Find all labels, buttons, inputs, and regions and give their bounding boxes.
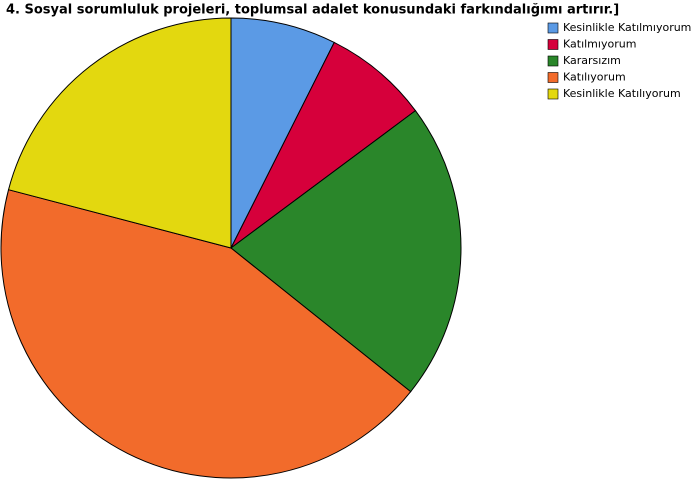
legend-swatch xyxy=(547,22,559,34)
legend-label: Katılmıyorum xyxy=(563,38,636,51)
legend-swatch xyxy=(547,55,559,67)
pie-slice xyxy=(0,189,412,479)
legend-swatch xyxy=(547,72,559,83)
pie-slice xyxy=(230,41,417,249)
pie-slice xyxy=(230,17,335,249)
legend-label: Kesinlikle Katılmıyorum xyxy=(563,21,691,34)
pie-slice xyxy=(7,17,232,249)
pie-slice xyxy=(230,109,462,393)
legend-label: Katılıyorum xyxy=(563,71,626,84)
legend-label: Kesinlikle Katılıyorum xyxy=(563,87,681,100)
chart-title: 4. Sosyal sorumluluk projeleri, toplumsa… xyxy=(6,3,619,18)
legend-swatch xyxy=(547,88,559,100)
legend-swatch xyxy=(547,39,559,50)
legend-label: Kararsızım xyxy=(563,54,621,67)
